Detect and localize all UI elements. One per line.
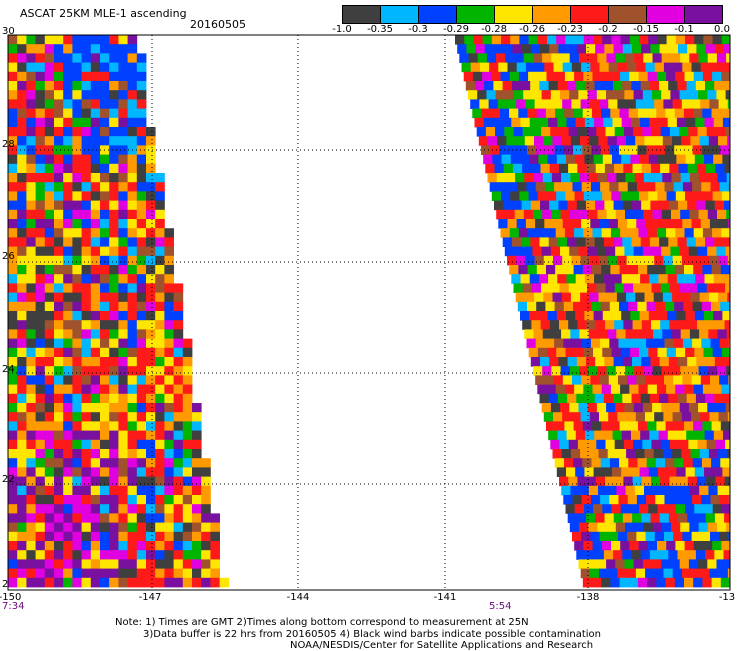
footnote-line-2: 3)Data buffer is 22 hrs from 20160505 4)… bbox=[143, 629, 601, 640]
footnote-line-3: NOAA/NESDIS/Center for Satellite Applica… bbox=[290, 640, 593, 651]
footnote-line-1: Note: 1) Times are GMT 2)Times along bot… bbox=[115, 617, 529, 628]
lon-label: -13 bbox=[719, 592, 735, 603]
lon-label: -144 bbox=[287, 592, 310, 603]
lon-label: -141 bbox=[434, 592, 457, 603]
lat-label: 2 bbox=[2, 579, 8, 590]
lat-label: 26 bbox=[2, 251, 15, 262]
lat-label: 22 bbox=[2, 474, 15, 485]
lat-label: 30 bbox=[2, 26, 15, 37]
lon-label: -147 bbox=[139, 592, 162, 603]
pass-time-right: 5:54 bbox=[489, 601, 511, 612]
lon-label: -138 bbox=[577, 592, 600, 603]
pass-time-left: 7:34 bbox=[2, 601, 24, 612]
lat-label: 28 bbox=[2, 139, 15, 150]
lat-label: 24 bbox=[2, 364, 15, 375]
swath-pixels bbox=[8, 35, 730, 587]
